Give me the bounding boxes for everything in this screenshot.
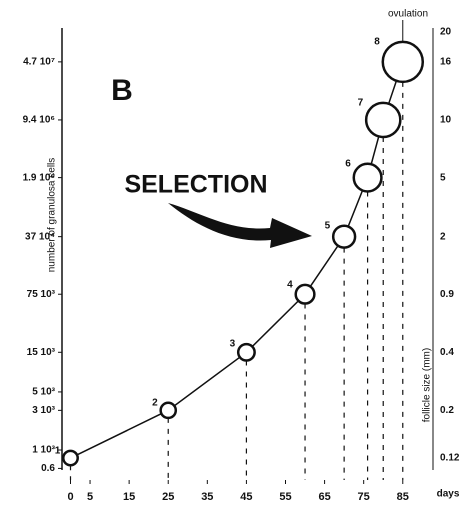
follicle bbox=[62, 449, 79, 467]
y-tick-label: 4.7 10⁷ bbox=[23, 57, 55, 68]
event-label: ovulation bbox=[388, 9, 428, 20]
annotation: SELECTION bbox=[124, 171, 267, 199]
y2-tick-label: 20 bbox=[440, 27, 452, 38]
y2-tick-label: 0.4 bbox=[440, 347, 454, 358]
x-tick-label: 55 bbox=[279, 491, 291, 503]
x-tick-label: 85 bbox=[397, 491, 409, 503]
x-tick-label: 45 bbox=[240, 491, 252, 503]
y-tick-label: 1 10³ bbox=[32, 445, 55, 456]
y-tick-label: 1.9 10⁶ bbox=[23, 172, 55, 183]
y-tick-label: 5 10³ bbox=[32, 387, 55, 398]
y-tick-label: 3 10³ bbox=[32, 405, 55, 416]
y2-tick-label: 0.12 bbox=[440, 453, 460, 464]
y-tick-label: 9.4 10⁶ bbox=[23, 115, 55, 126]
x-tick-label: 0 bbox=[67, 491, 73, 503]
chart-title: B bbox=[111, 74, 133, 107]
selection-arrow bbox=[168, 203, 312, 248]
y-tick-label: 37 10⁴ bbox=[25, 231, 55, 242]
point-label: 8 bbox=[374, 37, 380, 48]
x-tick-label: 25 bbox=[162, 491, 174, 503]
follicle bbox=[352, 162, 383, 193]
y-tick-label: 15 10³ bbox=[27, 347, 56, 358]
y2-tick-label: 16 bbox=[440, 57, 452, 68]
point-label: 4 bbox=[287, 280, 293, 291]
follicle bbox=[364, 101, 402, 139]
y2-tick-label: 10 bbox=[440, 115, 452, 126]
follicle bbox=[294, 283, 316, 305]
x-tick-label: 5 bbox=[87, 491, 93, 503]
y-tick-label: 0.6 bbox=[41, 463, 55, 474]
x-tick-label: 15 bbox=[123, 491, 135, 503]
follicle bbox=[381, 40, 425, 84]
x-tick-label: 65 bbox=[318, 491, 330, 503]
x-tick-label: 35 bbox=[201, 491, 213, 503]
y-axis-label: number of granulosa cells bbox=[47, 158, 58, 273]
point-label: 5 bbox=[325, 220, 331, 231]
point-label: 7 bbox=[358, 98, 364, 109]
point-label: 1 bbox=[55, 445, 61, 456]
point-label: 2 bbox=[152, 397, 158, 408]
follicle bbox=[236, 342, 256, 362]
growth-line bbox=[70, 61, 404, 459]
x-axis-label: days bbox=[437, 489, 460, 500]
y2-axis-label: follicle size (mm) bbox=[422, 348, 433, 422]
y-tick-label: 75 10³ bbox=[27, 289, 56, 300]
point-label: 6 bbox=[345, 158, 351, 169]
point-label: 3 bbox=[230, 339, 236, 350]
y2-tick-label: 0.2 bbox=[440, 405, 454, 416]
y2-tick-label: 2 bbox=[440, 231, 446, 242]
x-tick-label: 75 bbox=[358, 491, 370, 503]
y2-tick-label: 0.9 bbox=[440, 289, 454, 300]
follicle bbox=[159, 401, 178, 420]
follicle bbox=[331, 224, 357, 249]
y2-tick-label: 5 bbox=[440, 172, 446, 183]
